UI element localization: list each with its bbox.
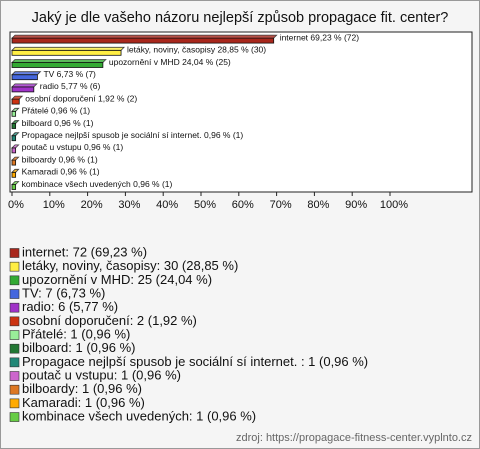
value-label: bilboardy 0,96 % (1) — [22, 154, 98, 164]
legend-label: osobní doporučení: 2 (1,92 %) — [22, 313, 197, 328]
bar — [11, 98, 20, 105]
legend-swatch — [9, 343, 20, 354]
legend-label: Přátelé: 1 (0,96 %) — [22, 326, 130, 341]
value-label: Propagace nejlpší spusob je sociální sí … — [22, 130, 244, 140]
legend-label: Propagace nejlpší spusob je sociální sí … — [22, 354, 368, 369]
bar-top — [11, 107, 20, 112]
legend-swatch — [9, 330, 20, 340]
bar — [11, 110, 17, 117]
x-tick-label: 50% — [194, 199, 216, 211]
x-tick-label: 40% — [156, 199, 178, 211]
bar-top — [11, 156, 20, 161]
x-tick-label: 60% — [232, 199, 254, 211]
legend-swatch — [9, 302, 20, 313]
value-label: poutač u vstupu 0,96 % (1) — [22, 142, 124, 152]
legend-label: bilboard: 1 (0,96 %) — [22, 340, 135, 355]
value-label: osobní doporučení 1,92 % (2) — [25, 93, 137, 103]
bar — [11, 123, 17, 129]
source: zdroj: https://propagace-fitness-center.… — [236, 432, 472, 444]
bar — [11, 86, 35, 93]
x-tick-label: 80% — [307, 199, 329, 211]
bar — [11, 171, 17, 178]
bar-top — [11, 59, 107, 63]
x-tick-label: 90% — [345, 199, 367, 211]
bar — [11, 184, 17, 190]
legend-label: letáky, noviny, časopisy: 30 (28,85 %) — [22, 258, 238, 273]
x-tick-label: 30% — [118, 199, 140, 211]
value-label: upozornění v MHD 24,04 % (25) — [109, 57, 231, 67]
bar-top — [11, 120, 20, 124]
x-tick-label: 100% — [380, 199, 408, 211]
x-tick-label: 20% — [81, 199, 103, 211]
legend-label: Kamaradi: 1 (0,96 %) — [22, 395, 145, 410]
bar — [11, 159, 17, 166]
bar-top — [11, 46, 126, 51]
legend-swatch — [9, 384, 20, 395]
legend-label: upozornění v MHD: 25 (24,04 %) — [22, 272, 212, 287]
legend-label: TV: 7 (6,73 %) — [22, 285, 105, 300]
value-label: letáky, noviny, časopisy 28,85 % (30) — [127, 45, 266, 55]
bar — [11, 49, 122, 56]
bar-top — [11, 181, 20, 185]
chart-title: Jaký je dle vašeho názoru nejlepší způso… — [32, 10, 449, 26]
bar — [11, 62, 104, 68]
value-label: radio 5,77 % (6) — [40, 81, 101, 91]
x-tick-label: 0% — [8, 199, 24, 211]
value-label: TV 6,73 % (7) — [43, 69, 96, 79]
value-label: internet 69,23 % (72) — [280, 32, 360, 42]
legend-label: internet: 72 (69,23 %) — [22, 244, 147, 259]
value-label: Přátelé 0,96 % (1) — [22, 106, 91, 116]
legend-swatch — [9, 357, 20, 368]
value-label: kombinace všech uvedených 0,96 % (1) — [22, 179, 173, 189]
bar — [11, 74, 38, 81]
legend-swatch — [9, 316, 20, 327]
bar-top — [11, 168, 20, 173]
value-label: Kamaradi 0,96 % (1) — [22, 167, 100, 177]
legend-swatch — [9, 275, 20, 286]
bar — [11, 147, 17, 154]
legend-label: bilboardy: 1 (0,96 %) — [22, 381, 142, 396]
bar-top — [11, 144, 20, 149]
bar-top — [11, 132, 20, 137]
bar — [11, 135, 17, 142]
bar-top — [11, 34, 278, 39]
legend-label: radio: 6 (5,77 %) — [22, 299, 118, 314]
x-tick-label: 70% — [270, 199, 292, 211]
plot-area — [9, 31, 473, 193]
legend-swatch — [9, 289, 20, 299]
legend-swatch — [9, 398, 20, 409]
legend-label: kombinace všech uvedených: 1 (0,96 %) — [22, 408, 256, 423]
bar-top — [11, 95, 24, 100]
bar — [11, 37, 275, 44]
legend-swatch — [9, 248, 20, 258]
legend-label: poutač u vstupu: 1 (0,96 %) — [22, 367, 181, 382]
legend-swatch — [9, 261, 20, 272]
bar-top — [11, 83, 38, 88]
legend-swatch — [9, 412, 20, 422]
legend-swatch — [9, 371, 20, 381]
value-label: bilboard 0,96 % (1) — [22, 118, 94, 128]
x-tick-label: 10% — [43, 199, 65, 211]
bar-top — [11, 71, 42, 76]
